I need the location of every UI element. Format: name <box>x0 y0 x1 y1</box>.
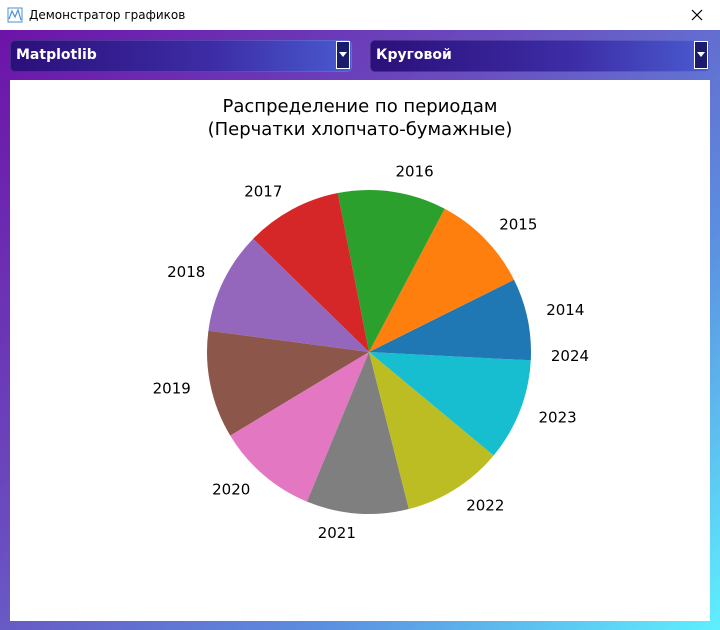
plot-canvas <box>10 80 710 621</box>
chart-app-icon <box>7 7 23 23</box>
window-title: Демонстратор графиков <box>29 8 186 22</box>
client-area: Matplotlib Круговой <box>0 30 720 630</box>
library-select-dropdown-button[interactable] <box>336 41 350 69</box>
chart-title: Распределение по периодам <box>222 96 498 117</box>
library-select-value: Matplotlib <box>16 47 97 63</box>
chart-subtitle: (Перчатки хлопчато-бумажные) <box>207 119 513 140</box>
title-bar: Демонстратор графиков <box>0 0 720 30</box>
chart-type-select-dropdown-button[interactable] <box>694 41 708 69</box>
chart-type-select-value: Круговой <box>376 47 452 63</box>
library-select[interactable]: Matplotlib <box>10 40 352 72</box>
close-button[interactable] <box>674 0 720 30</box>
chevron-down-icon <box>697 52 705 57</box>
close-icon <box>691 9 703 21</box>
chart-type-select[interactable]: Круговой <box>370 40 710 72</box>
chevron-down-icon <box>339 52 347 57</box>
